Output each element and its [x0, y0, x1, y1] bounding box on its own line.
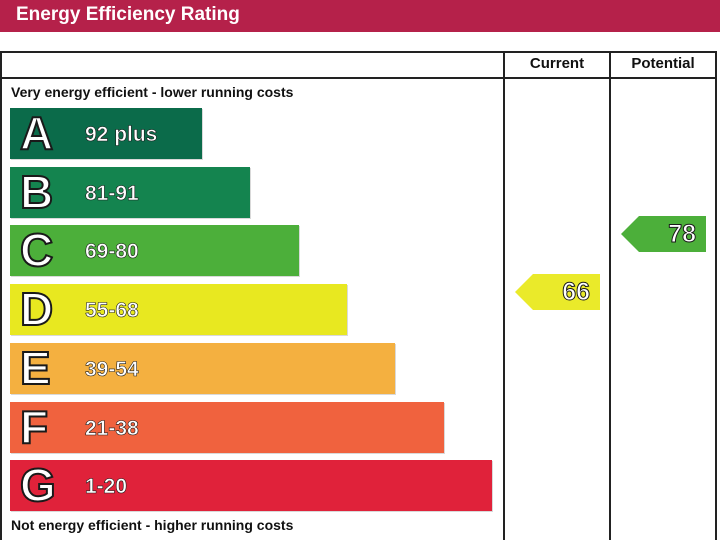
band-letter: F [19, 400, 49, 453]
rating-band-c: C 69-80 [10, 224, 299, 277]
rating-band-d: D 55-68 [10, 283, 347, 336]
band-letter: E [19, 341, 52, 394]
current-column-header: Current [529, 55, 585, 72]
band-range-label: 69-80 [85, 240, 139, 264]
top-caption: Very energy efficient - lower running co… [11, 84, 294, 100]
rating-band-f: F 21-38 [10, 400, 444, 453]
potential-rating-indicator: 78 [621, 216, 706, 252]
column-divider-potential [609, 51, 611, 540]
band-range-label: 55-68 [85, 299, 139, 323]
potential-column-header: Potential [631, 55, 695, 72]
potential-rating-value: 78 [668, 220, 697, 249]
rating-band-e: E 39-54 [10, 341, 395, 394]
rating-table-frame [0, 51, 717, 540]
rating-band-g: G 1-20 [10, 459, 492, 512]
band-letter: C [19, 224, 54, 277]
column-divider-current [503, 51, 505, 540]
header-divider [0, 77, 717, 79]
potential-arrow-shape [621, 216, 706, 252]
current-rating-value: 66 [562, 278, 591, 307]
rating-band-a: A 92 plus [10, 108, 202, 159]
current-arrow-shape [515, 274, 600, 310]
band-range-label: 21-38 [85, 416, 139, 440]
band-range-label: 1-20 [85, 475, 128, 499]
band-letter: G [19, 459, 57, 512]
band-letter: D [19, 283, 54, 336]
band-letter: B [19, 165, 54, 218]
chart-title: Energy Efficiency Rating [16, 4, 240, 25]
band-letter: A [19, 107, 54, 159]
rating-band-b: B 81-91 [10, 165, 250, 218]
title-bar: Energy Efficiency Rating [0, 0, 720, 32]
band-range-label: 92 plus [85, 123, 158, 147]
current-rating-indicator: 66 [515, 274, 600, 310]
bottom-caption: Not energy efficient - higher running co… [11, 517, 294, 533]
band-range-label: 81-91 [85, 181, 139, 205]
band-range-label: 39-54 [85, 357, 139, 381]
